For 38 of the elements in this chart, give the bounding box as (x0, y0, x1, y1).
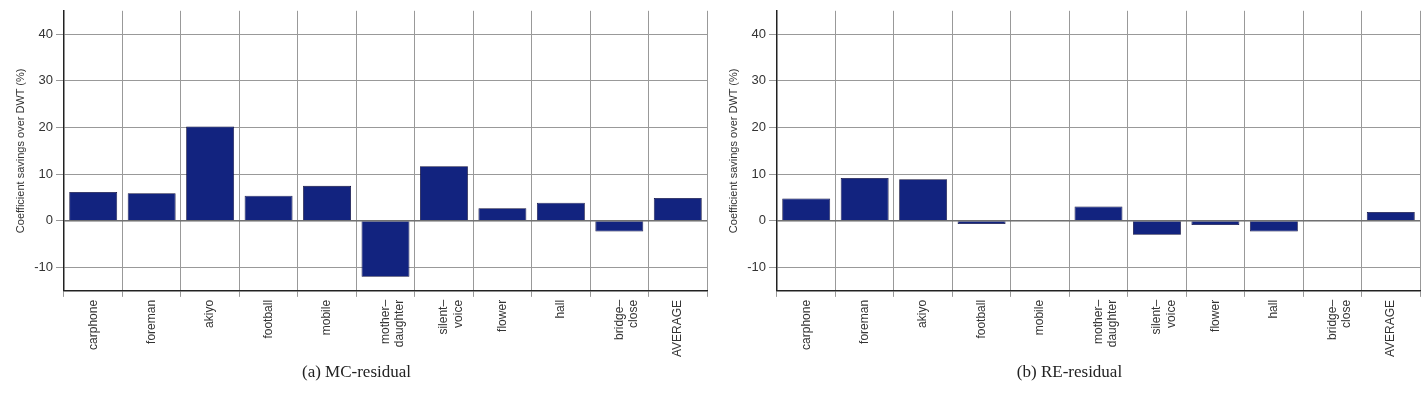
x-tick-label: silent– voice (436, 299, 465, 335)
text: (b) RE-residual (1015, 362, 1124, 382)
y-tick-label: 30 (751, 72, 766, 88)
y-tick-label: 10 (38, 165, 53, 181)
x-tick-label: akiyo (202, 299, 217, 328)
x-tick-label: football (973, 299, 988, 339)
y-tick-label: 0 (758, 212, 766, 228)
x-tick-label: silent– voice (1149, 299, 1178, 335)
y-axis-title: Coefficient savings over DWT (%) (726, 68, 739, 234)
x-tick-label: mother– daughter (1090, 299, 1120, 348)
x-tick-label: hall (553, 299, 568, 319)
x-tick-label: carphone (85, 299, 100, 350)
x-tick-label: AVERAGE (670, 299, 685, 358)
x-tick-label: mobile (319, 299, 334, 336)
x-tick-label: foreman (143, 299, 158, 344)
y-tick-label: 40 (751, 25, 766, 41)
x-tick-label: hall (1266, 299, 1281, 319)
x-tick-label: football (260, 299, 275, 339)
x-tick-label: foreman (856, 299, 871, 344)
x-tick-label: mobile (1032, 299, 1047, 336)
x-tick-label: flower (494, 299, 509, 332)
y-tick-label: 30 (38, 72, 53, 88)
y-tick-label: 10 (751, 165, 766, 181)
y-tick-label: 0 (45, 212, 53, 228)
y-axis-title: Coefficient savings over DWT (%) (13, 68, 26, 234)
y-tick-label: 20 (751, 119, 766, 135)
y-tick-label: 40 (38, 25, 53, 41)
x-tick-label: AVERAGE (1383, 299, 1398, 358)
text: (a) MC-residual (300, 362, 413, 382)
x-tick-label: flower (1207, 299, 1222, 332)
y-tick-label: 20 (38, 119, 53, 135)
x-tick-label: mother– daughter (377, 299, 407, 348)
x-tick-label: bridge– close (611, 299, 641, 340)
y-tick-label: -10 (34, 259, 53, 275)
y-tick-label: -10 (747, 259, 766, 275)
x-tick-label: akiyo (915, 299, 930, 328)
x-tick-label: bridge– close (1324, 299, 1354, 340)
x-tick-label: carphone (798, 299, 813, 350)
